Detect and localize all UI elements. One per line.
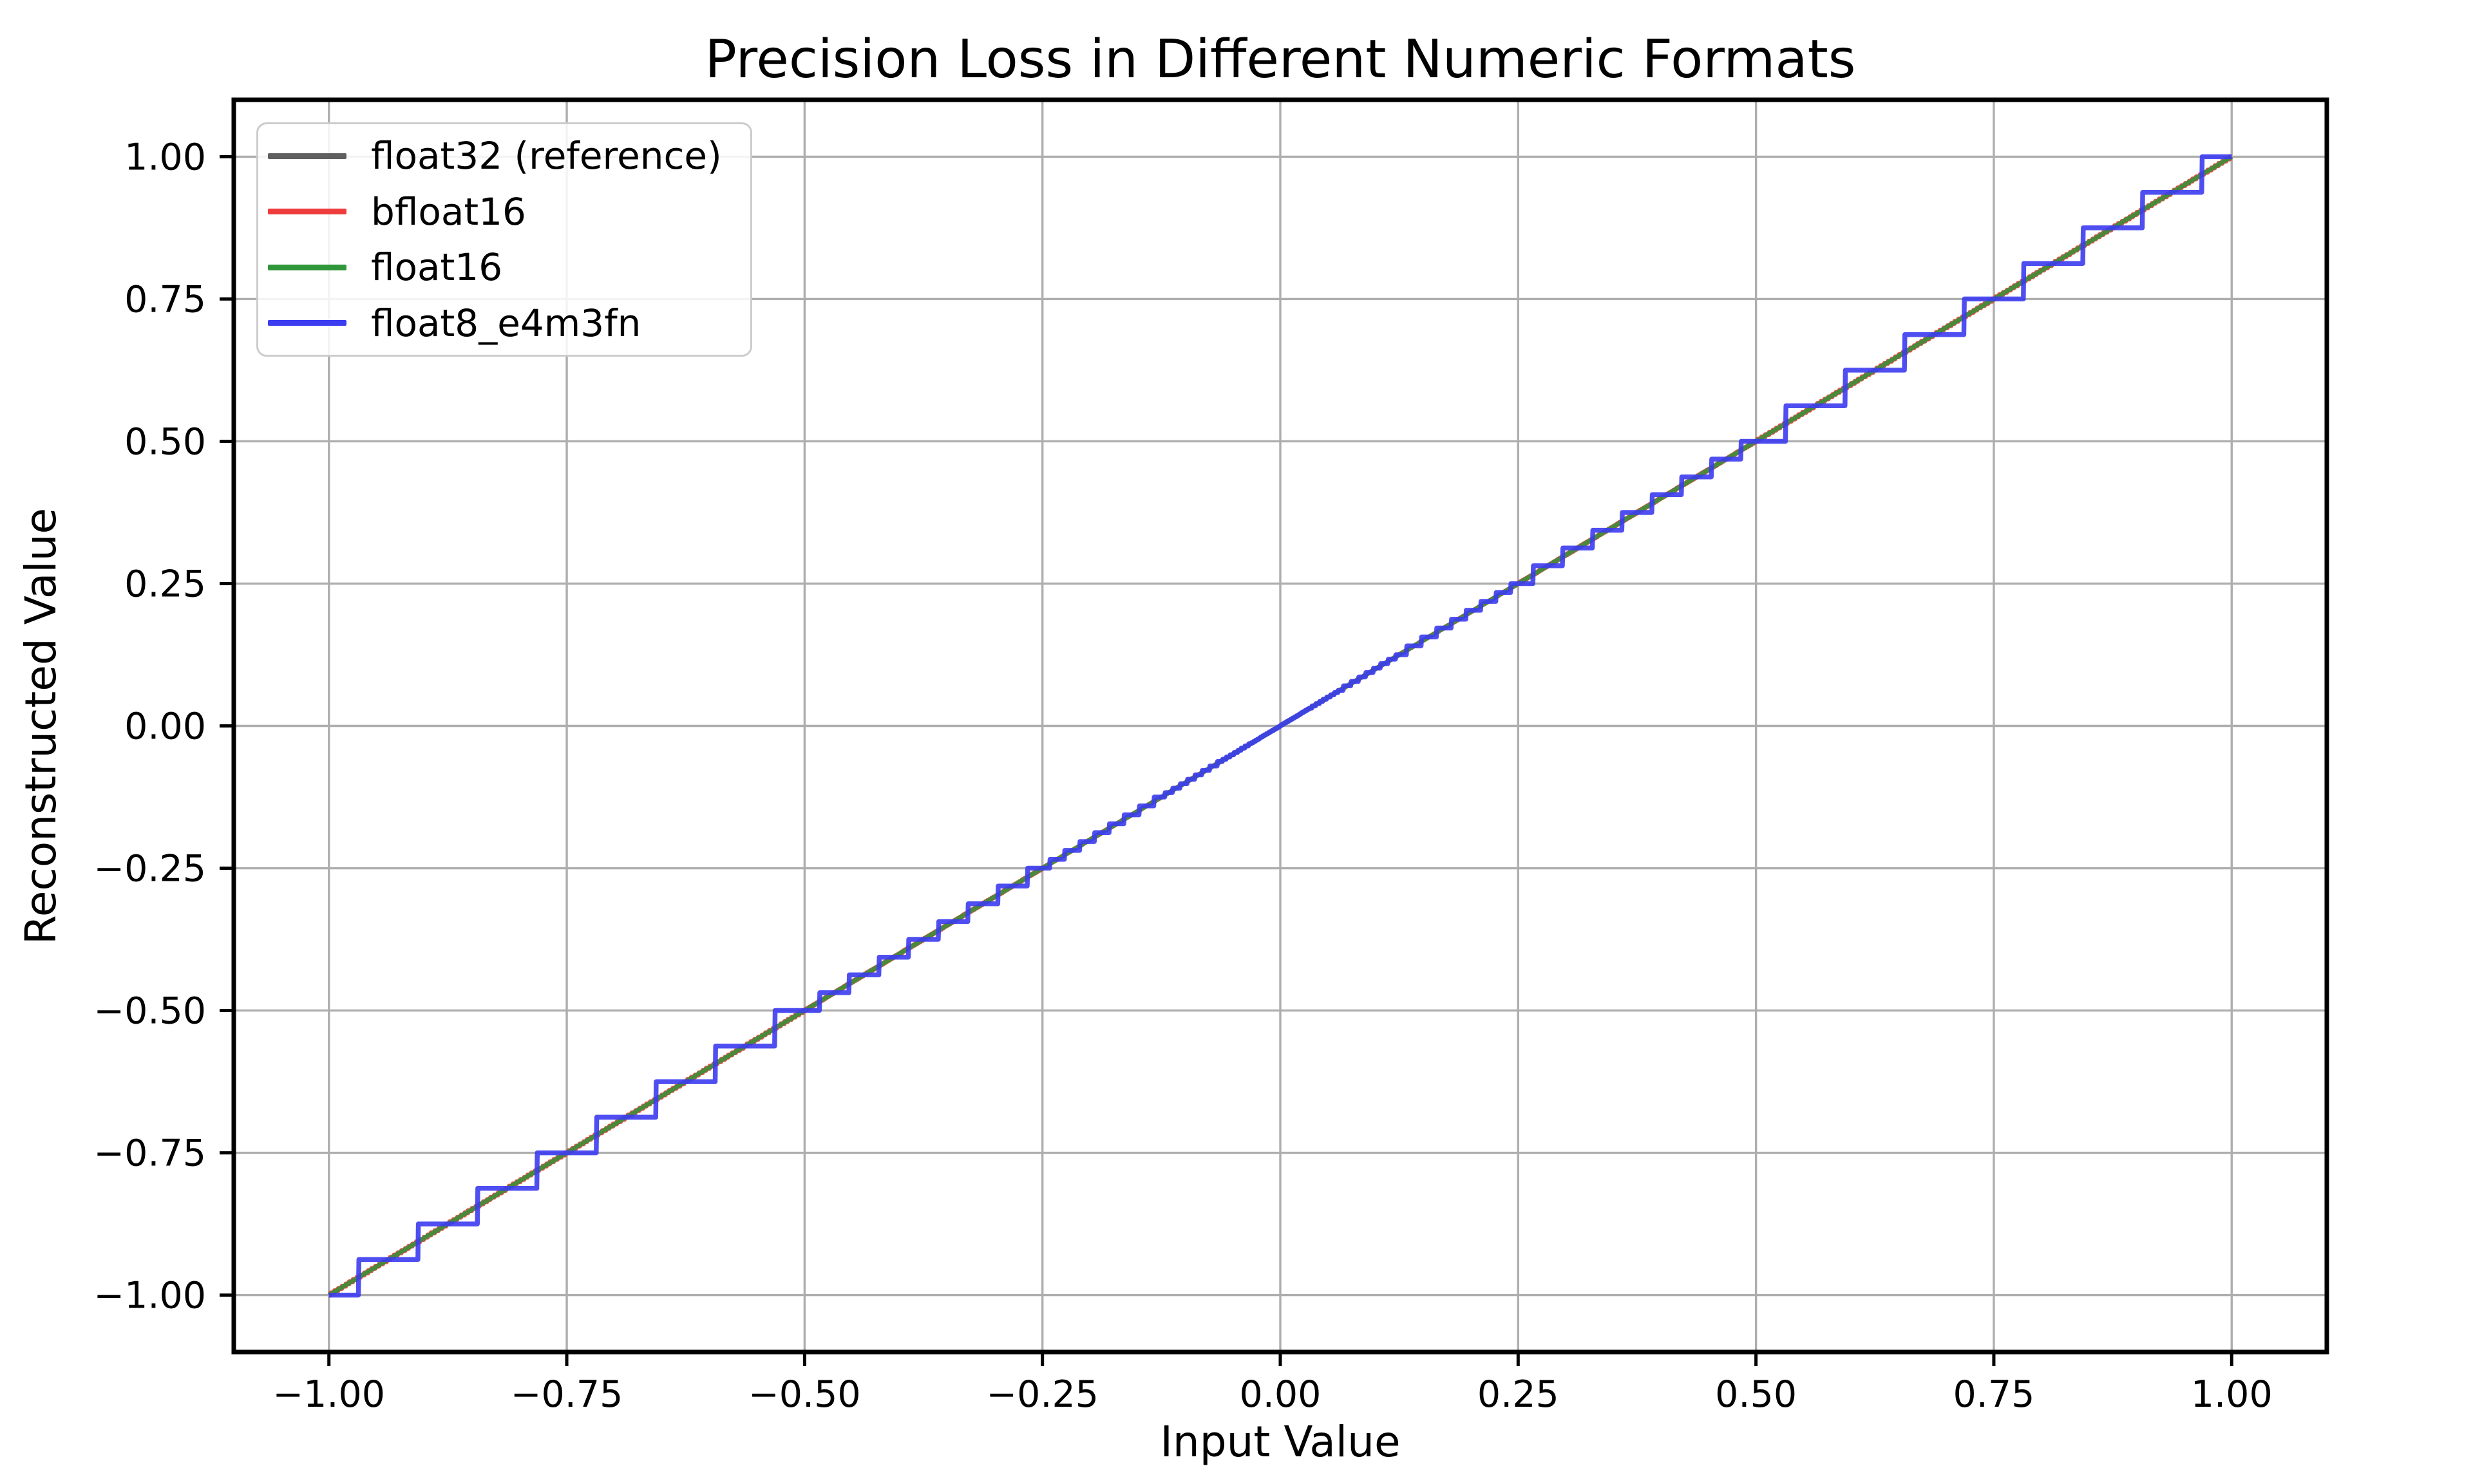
legend-entry: bfloat16: [258, 184, 750, 240]
legend-entry-label: float8_e4m3fn: [371, 301, 641, 345]
y-tick-label: 0.25: [124, 563, 206, 605]
legend-swatch-icon: [268, 264, 346, 270]
x-tick-label: 0.50: [1715, 1373, 1797, 1416]
legend-swatch-icon: [268, 153, 346, 159]
x-tick-label: 0.75: [1953, 1373, 2034, 1416]
y-tick-label: 0.50: [124, 420, 206, 463]
y-tick-label: −0.75: [93, 1132, 206, 1175]
y-tick-label: 0.00: [124, 706, 206, 748]
x-tick-label: −0.75: [511, 1373, 623, 1416]
x-tick-label: −1.00: [272, 1373, 385, 1416]
legend-entry-label: float16: [371, 245, 503, 290]
x-tick-label: −0.50: [748, 1373, 861, 1416]
series-line-float8-e4m3fn: [327, 154, 2234, 1298]
y-axis-label: Reconstructed Value: [16, 508, 66, 944]
axis-ticks: [220, 155, 2233, 1366]
y-tick-label: −1.00: [93, 1275, 206, 1317]
legend-entry-label: bfloat16: [371, 189, 526, 234]
x-tick-label: 0.25: [1477, 1373, 1559, 1416]
y-tick-label: 0.75: [124, 278, 206, 321]
y-tick-label: 1.00: [124, 136, 206, 178]
legend-swatch-icon: [268, 320, 346, 326]
legend-entry: float16: [258, 240, 750, 296]
x-tick-label: 1.00: [2191, 1373, 2273, 1416]
axis-tick-labels: −1.00 −0.75 −0.50 −0.25 0.00 0.25 0.50 0.75 1.00…: [93, 136, 2272, 1416]
legend-entry: float32 (reference): [258, 128, 750, 184]
x-tick-label: 0.00: [1240, 1373, 1322, 1416]
x-tick-label: −0.25: [986, 1373, 1099, 1416]
chart-title: Precision Loss in Different Numeric Form…: [705, 29, 1855, 90]
legend-entry: float8_e4m3fn: [258, 296, 750, 352]
legend-box: float32 (reference) bfloat16 float16 float8…: [256, 122, 752, 357]
y-tick-label: −0.25: [93, 848, 206, 890]
legend-swatch-icon: [268, 209, 346, 215]
x-axis-label: Input Value: [1160, 1417, 1400, 1467]
y-tick-label: −0.50: [93, 990, 206, 1033]
legend-entry-label: float32 (reference): [371, 134, 722, 178]
data-series: [327, 154, 2234, 1298]
